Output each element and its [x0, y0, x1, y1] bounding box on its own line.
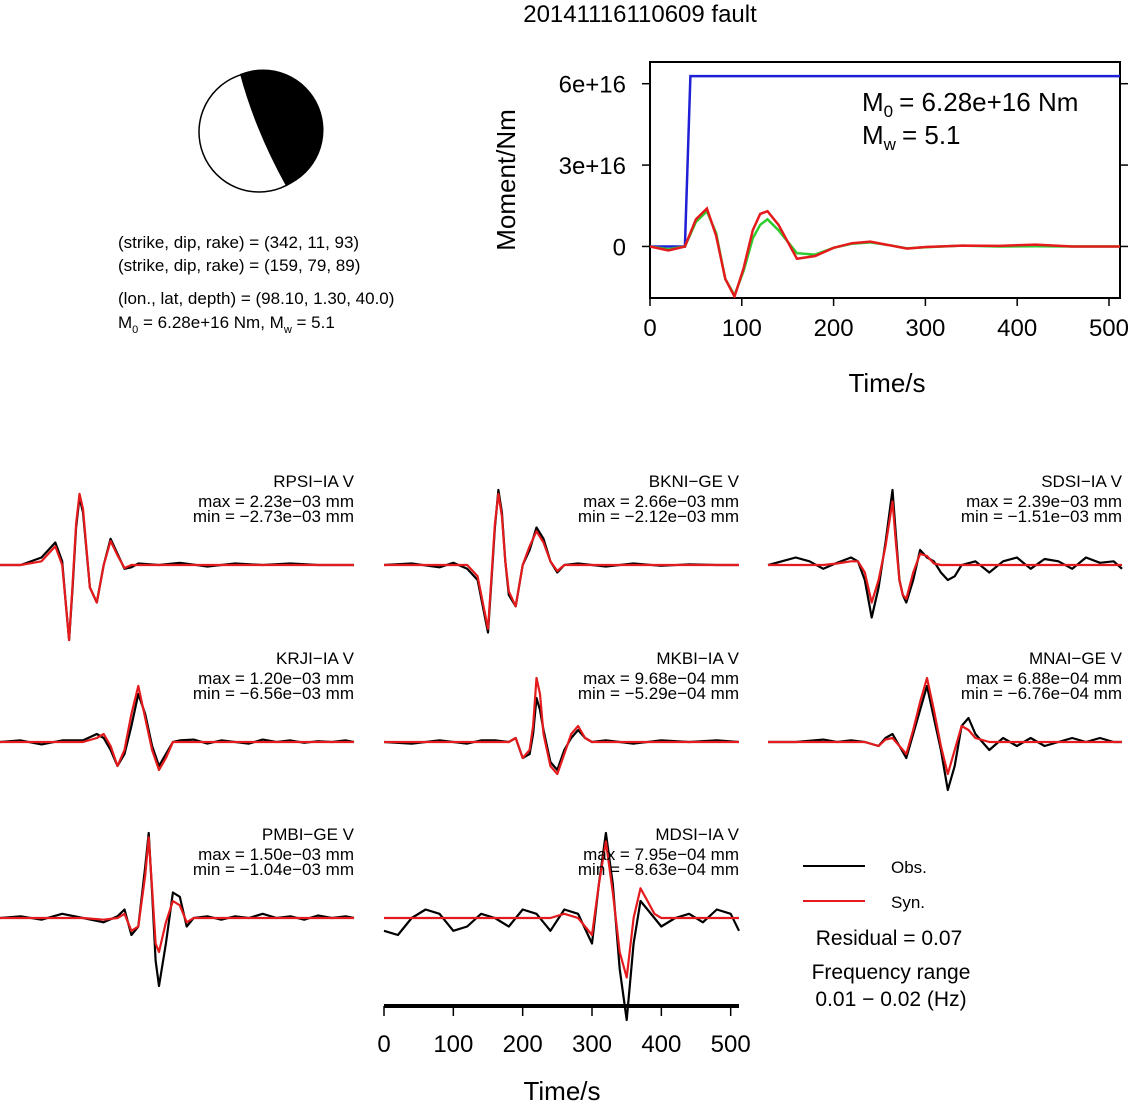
legend: Obs. Syn. [803, 858, 927, 912]
legend-obs-label: Obs. [891, 858, 927, 877]
mechanism-location: (lon., lat, depth) = (98.10, 1.30, 40.0) [118, 289, 394, 308]
moment-x-axis-label: Time/s [848, 368, 925, 398]
frequency-range-value: 0.01 − 0.02 (Hz) [815, 988, 966, 1011]
moment-x-tick-label: 300 [905, 315, 945, 342]
waveform-x-tick-label: 300 [572, 1031, 612, 1058]
moment-x-tick-label: 500 [1089, 315, 1129, 342]
moment-y-tick-label: 0 [613, 234, 626, 261]
waveform-station-name: MNAI−GE V [1029, 649, 1123, 668]
mechanism-nodal-plane-1: (strike, dip, rake) = (342, 11, 93) [118, 233, 359, 252]
waveform-station-name: PMBI−GE V [262, 825, 355, 844]
waveform-syn-trace [384, 492, 739, 630]
beachball-compressional-quadrant [240, 69, 324, 186]
waveform-time-axis: 0 100 200 300 400 500 Time/s [377, 1004, 751, 1103]
moment-x-tick-label: 100 [722, 315, 762, 342]
waveform-syn-trace [0, 684, 354, 772]
waveform-min-label: min = −5.29e−04 mm [578, 684, 739, 703]
waveform-x-tick-label: 500 [711, 1031, 751, 1058]
moment-series-line-0 [650, 74, 1120, 248]
waveform-min-label: min = −2.12e−03 mm [578, 507, 739, 526]
waveform-max-label: max = 1.50e−03 mm [198, 845, 354, 864]
waveform-min-label: min = −8.63e−04 mm [578, 860, 739, 879]
waveform-station-name: MKBI−IA V [656, 649, 739, 668]
waveform-station-name: BKNI−GE V [649, 472, 740, 491]
mechanism-nodal-plane-2: (strike, dip, rake) = (159, 79, 89) [118, 256, 360, 275]
moment-annotation-mw: Mw = 5.1 [862, 120, 961, 154]
moment-x-tick-label: 400 [997, 315, 1037, 342]
waveform-min-label: min = −2.73e−03 mm [193, 507, 354, 526]
waveform-syn-trace [768, 500, 1122, 604]
waveform-x-axis-label: Time/s [523, 1076, 600, 1103]
moment-annotation-m0: M0 = 6.28e+16 Nm [862, 87, 1078, 121]
figure-title: 20141116110609 fault [523, 1, 757, 28]
waveform-max-label: max = 9.68e−04 mm [583, 669, 739, 688]
waveform-x-tick-label: 0 [377, 1031, 390, 1058]
waveform-obs-trace [0, 831, 355, 988]
waveform-station-name: KRJI−IA V [276, 649, 355, 668]
moment-y-axis-label: Moment/Nm [491, 109, 521, 251]
waveform-syn-trace [0, 836, 354, 954]
waveform-syn-trace [384, 840, 739, 979]
waveform-x-tick-label: 200 [503, 1031, 543, 1058]
waveform-x-tick-label: 100 [433, 1031, 473, 1058]
waveform-obs-trace [767, 488, 1123, 619]
moment-function-chart: 0 100 200 300 400 500 0 3e+16 6e+16 Time/s Mome… [491, 61, 1129, 398]
waveform-syn-trace [768, 676, 1122, 776]
waveform-syn-trace [0, 492, 354, 642]
moment-x-tick-label: 200 [814, 315, 854, 342]
moment-series-line-2 [650, 206, 1120, 298]
waveform-max-label: max = 7.95e−04 mm [583, 845, 739, 864]
legend-syn-label: Syn. [891, 893, 925, 912]
waveform-station-name: SDSI−IA V [1041, 472, 1122, 491]
mechanism-moment: M0 = 6.28e+16 Nm, Mw = 5.1 [118, 313, 335, 336]
residual-text: Residual = 0.07 [816, 927, 963, 950]
waveform-min-label: min = −6.56e−03 mm [193, 684, 354, 703]
waveform-min-label: min = −6.76e−04 mm [961, 684, 1122, 703]
waveform-station-name: MDSI−IA V [655, 825, 739, 844]
waveform-obs-trace [0, 692, 355, 768]
waveform-x-tick-label: 400 [641, 1031, 681, 1058]
waveform-max-label: max = 2.39e−03 mm [966, 492, 1122, 511]
waveform-syn-trace [384, 676, 739, 776]
waveform-station-name: RPSI−IA V [273, 472, 354, 491]
waveform-min-label: min = −1.04e−03 mm [193, 860, 354, 879]
waveform-max-label: max = 1.20e−03 mm [198, 669, 354, 688]
waveform-max-label: max = 6.88e−04 mm [966, 669, 1122, 688]
moment-x-tick-label: 0 [643, 315, 656, 342]
waveform-min-label: min = −1.51e−03 mm [961, 507, 1122, 526]
waveform-max-label: max = 2.66e−03 mm [583, 492, 739, 511]
frequency-range-title: Frequency range [812, 961, 971, 984]
focal-mechanism-beachball [198, 69, 324, 193]
moment-y-tick-label: 3e+16 [559, 153, 626, 180]
waveform-max-label: max = 2.23e−03 mm [198, 492, 354, 511]
moment-y-tick-label: 6e+16 [559, 72, 626, 99]
moment-plot-frame [649, 61, 1121, 299]
